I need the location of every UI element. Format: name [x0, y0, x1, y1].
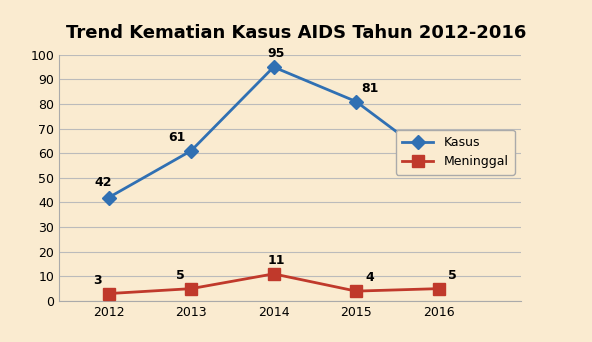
- Text: 4: 4: [365, 272, 374, 285]
- Kasus: [270, 65, 277, 69]
- Kasus: [435, 161, 442, 165]
- Text: 81: 81: [361, 82, 379, 95]
- Text: Trend Kematian Kasus AIDS Tahun 2012-2016: Trend Kematian Kasus AIDS Tahun 2012-201…: [66, 24, 526, 42]
- Kasus: [352, 100, 359, 104]
- Meninggal: [435, 287, 442, 291]
- Meninggal: [188, 287, 195, 291]
- Kasus: [105, 196, 112, 200]
- Legend: Kasus, Meninggal: Kasus, Meninggal: [396, 130, 514, 175]
- Kasus: [188, 149, 195, 153]
- Text: 3: 3: [94, 274, 102, 287]
- Meninggal: [270, 272, 277, 276]
- Text: 5: 5: [176, 269, 184, 282]
- Text: 95: 95: [268, 47, 285, 60]
- Text: 11: 11: [268, 254, 285, 267]
- Text: 42: 42: [94, 176, 112, 189]
- Line: Kasus: Kasus: [104, 62, 443, 202]
- Line: Meninggal: Meninggal: [103, 268, 444, 299]
- Text: 5: 5: [448, 269, 457, 282]
- Meninggal: [352, 289, 359, 293]
- Meninggal: [105, 291, 112, 295]
- Text: 56: 56: [444, 146, 461, 159]
- Text: 61: 61: [169, 131, 186, 144]
